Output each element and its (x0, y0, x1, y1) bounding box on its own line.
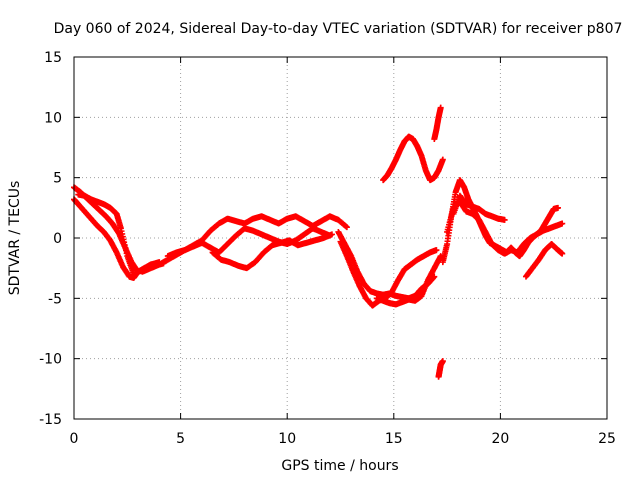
data-point (130, 271, 137, 278)
data-series-seg6 (209, 231, 335, 272)
x-tick-label: 10 (278, 431, 296, 447)
data-series-seg9 (373, 253, 444, 308)
y-axis-label: SDTVAR / TECUs (7, 181, 23, 296)
data-point (437, 104, 444, 111)
y-tick-label: 5 (53, 171, 62, 187)
y-tick-label: -5 (48, 291, 62, 307)
data-point (439, 358, 446, 365)
data-point (559, 220, 566, 227)
y-tick-label: -10 (39, 352, 62, 368)
x-tick-label: 25 (598, 431, 616, 447)
chart-title: Day 060 of 2024, Sidereal Day-to-day VTE… (54, 21, 623, 37)
y-tick-label: 15 (44, 50, 62, 66)
data-series-seg14 (444, 198, 566, 257)
data-point (554, 204, 561, 211)
data-point (501, 216, 508, 223)
data-point (559, 250, 566, 257)
x-tick-label: 15 (385, 431, 403, 447)
data-series-seg10 (380, 133, 446, 184)
data-points (71, 104, 566, 380)
data-point (343, 224, 350, 231)
data-point (328, 231, 335, 238)
data-series-seg15 (450, 192, 508, 223)
x-tick-label: 5 (176, 431, 185, 447)
x-tick-label: 20 (491, 431, 509, 447)
y-tick-label: 0 (53, 231, 62, 247)
y-tick-label: -15 (39, 412, 62, 428)
data-series-seg16 (522, 241, 566, 280)
data-series-seg3 (75, 191, 137, 278)
data-point (439, 156, 446, 163)
data-series-seg11 (431, 104, 444, 143)
data-series-seg12 (435, 358, 446, 380)
y-tick-label: 10 (44, 110, 62, 126)
data-series-seg8 (337, 238, 440, 309)
x-axis-label: GPS time / hours (281, 458, 398, 474)
x-tick-label: 0 (70, 431, 79, 447)
data-series-seg5 (164, 213, 350, 260)
data-point (433, 247, 440, 254)
axis-ticks: 0 5 10 15 20 25 -15 -10 -5 0 5 10 15 (39, 50, 616, 447)
